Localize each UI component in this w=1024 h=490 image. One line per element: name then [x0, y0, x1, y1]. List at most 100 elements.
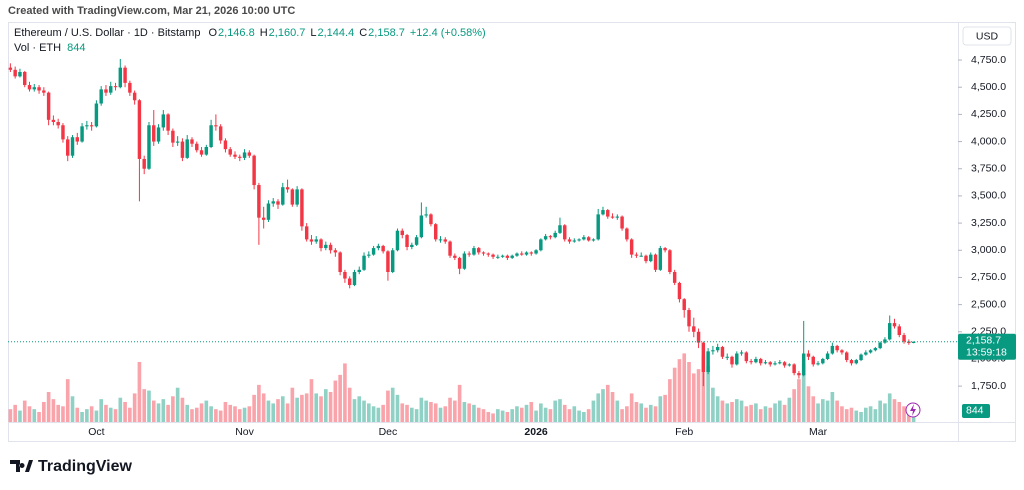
volume-bar [185, 404, 190, 422]
lightning-glyph [910, 404, 916, 416]
volume-bar [199, 403, 204, 422]
volume-bar [500, 410, 505, 422]
y-tick-label: 3,500.0 [971, 190, 1006, 202]
volume-bar [414, 409, 419, 422]
candle-body [161, 114, 166, 128]
candle-body [386, 251, 390, 272]
candle-body [806, 353, 811, 357]
volume-bar [400, 403, 405, 422]
volume-bar [371, 406, 376, 422]
y-tick-label: 4,000.0 [971, 135, 1006, 147]
volume-bar [849, 407, 854, 422]
candle-body [763, 362, 768, 364]
candle-body [13, 69, 17, 77]
volume-bar [276, 399, 280, 422]
candle-body [735, 353, 739, 365]
volume-bar [691, 373, 696, 422]
volume-bar [572, 406, 577, 422]
volume-bar [902, 406, 906, 422]
volume-bar [194, 407, 199, 422]
volume-bar [887, 393, 892, 422]
volume-bar [720, 400, 725, 422]
volume-bar [228, 404, 233, 422]
volume-bar [462, 402, 467, 422]
candle-body [204, 147, 209, 155]
volume-bar [99, 399, 104, 422]
candle-body [696, 331, 701, 343]
volume-bar [629, 393, 634, 422]
volume-legend-value: 844 [67, 42, 85, 54]
candle-body [649, 254, 653, 262]
last-price-tag [958, 333, 1016, 360]
volume-bar [70, 396, 75, 422]
x-tick-label: Feb [675, 426, 693, 438]
volume-bar [457, 384, 462, 422]
volume-bar [864, 407, 868, 422]
currency-box[interactable] [962, 26, 1012, 46]
candle-body [376, 245, 381, 249]
legend: Ethereum / U.S. Dollar · 1D · Bitstamp V… [14, 27, 486, 54]
candle-body [304, 226, 309, 240]
volume-bar [314, 393, 319, 422]
legend-key: L [310, 27, 316, 39]
candle-body [634, 254, 639, 256]
volume-bar [644, 407, 648, 422]
candle-body [171, 130, 175, 143]
candle-body [252, 155, 256, 186]
candle-body [290, 189, 295, 205]
candle-body [543, 236, 548, 240]
volume-bar [505, 412, 510, 422]
volume-bar [586, 409, 591, 422]
volume-bar [362, 400, 366, 422]
candle-body [128, 82, 132, 93]
y-tick-label: 3,750.0 [971, 163, 1006, 175]
volume-bar [859, 412, 863, 422]
volume-bar [405, 404, 409, 422]
candle-body [749, 361, 753, 363]
candle-body [500, 255, 505, 257]
volume-bar [42, 402, 46, 422]
volume-bar [300, 394, 304, 422]
symbol-title: Ethereum / U.S. Dollar · 1D · Bitstamp [14, 27, 200, 39]
last-price-label: 2,158.7 [966, 334, 1001, 346]
candle-body [491, 254, 495, 257]
volume-bar [429, 402, 433, 422]
candle-body [782, 362, 787, 366]
candle-body [725, 356, 729, 358]
candle-body [720, 347, 725, 357]
candle-body [658, 248, 663, 270]
volume-bar [768, 407, 773, 422]
candle-body [701, 342, 706, 372]
volume-bar [223, 402, 228, 422]
volume-bar [706, 366, 710, 422]
candle-body [214, 125, 218, 127]
candle-body [419, 215, 424, 238]
volume-bar [668, 379, 672, 422]
volume-bar [137, 362, 142, 422]
candle-body [892, 323, 897, 327]
candle-body [754, 358, 758, 363]
candle-body [672, 272, 677, 283]
candle-body [247, 152, 252, 156]
volume-bar [166, 404, 170, 422]
volume-bar [113, 409, 118, 422]
volume-bar [663, 394, 667, 422]
y-tick-label: 3,250.0 [971, 217, 1006, 229]
candle-body [830, 345, 835, 354]
volume-bar [553, 400, 558, 422]
volume-bar [524, 404, 529, 422]
volume-bar [854, 410, 859, 422]
volume-bar [582, 412, 586, 422]
candle-body [89, 125, 94, 127]
candle-body [477, 248, 481, 253]
candle-body [70, 137, 75, 156]
volume-bar [128, 407, 132, 422]
y-tick-label: 4,750.0 [971, 54, 1006, 66]
candle-body [539, 239, 543, 251]
candle-body [601, 210, 605, 215]
volume-bar [539, 403, 543, 422]
candle-body [238, 156, 242, 158]
volume-bar [56, 404, 60, 422]
